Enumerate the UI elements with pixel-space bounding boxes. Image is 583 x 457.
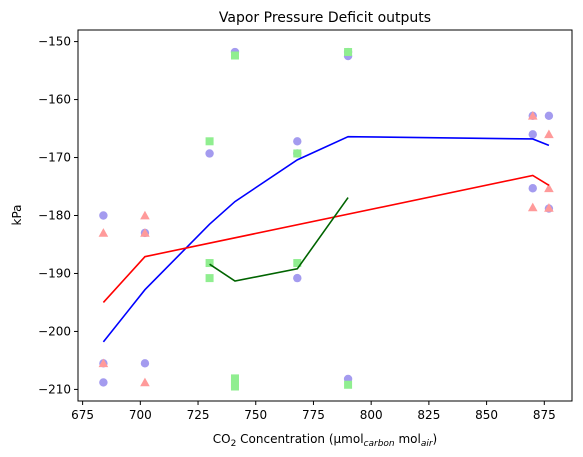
scatter-point-square <box>230 374 239 383</box>
scatter-point-square <box>293 149 302 158</box>
x-label-middle: Concentration (µmol <box>236 432 363 446</box>
y-tick-label: −180 <box>38 209 71 223</box>
scatter-point-square <box>344 380 353 389</box>
scatter-point-square <box>205 137 214 146</box>
series-line <box>102 174 550 303</box>
scatter-point-circle <box>528 130 537 139</box>
series-line <box>102 135 550 343</box>
scatter-point-square <box>205 259 214 268</box>
x-label-mol: mol <box>395 432 421 446</box>
scatter-point-square <box>230 51 239 60</box>
scatter-point-square <box>205 274 214 283</box>
x-tick-label: 800 <box>360 408 383 422</box>
x-tick-label: 750 <box>244 408 267 422</box>
scatter-point-triangle <box>98 228 109 237</box>
scatter-point-square <box>344 48 353 57</box>
scatter-point-circle <box>293 273 302 283</box>
y-tick-label: −150 <box>38 35 71 49</box>
x-tick-label: 700 <box>129 408 152 422</box>
axis-ticks: 675 700 725 750 775 800 825 850 875 −210 −200 −190 −… <box>38 35 556 422</box>
y-tick-label: −200 <box>38 324 71 338</box>
scatter-point-circle <box>544 111 554 120</box>
scatter-point-triangle <box>140 377 150 387</box>
x-label-prefix: CO <box>213 432 231 446</box>
y-tick-label: −160 <box>38 93 71 107</box>
x-tick-label: 850 <box>475 408 498 422</box>
y-axis-label: kPa <box>10 205 24 226</box>
scatter-point-triangle <box>527 202 538 212</box>
x-label-carbon-subscript: carbon <box>364 439 395 449</box>
plot-frame <box>77 29 573 402</box>
chart-title: Vapor Pressure Deficit outputs <box>219 10 431 26</box>
scatter-point-circle <box>293 137 302 146</box>
scatter-point-circle <box>99 211 108 220</box>
x-tick-label: 725 <box>187 408 210 422</box>
scatter-point-triangle <box>544 183 554 193</box>
series-line <box>209 197 349 282</box>
x-axis-label: CO2 Concentration (µmolcarbon molair) <box>213 432 437 449</box>
scatter-point-square <box>293 259 302 268</box>
scatter-point-triangle <box>140 228 150 237</box>
scatter-point-triangle <box>98 358 109 368</box>
x-tick-label: 675 <box>71 408 94 422</box>
scatter-point-triangle <box>544 203 554 212</box>
y-tick-label: −170 <box>38 151 71 165</box>
y-tick-label: −190 <box>38 266 71 280</box>
x-tick-label: 775 <box>302 408 325 422</box>
plot-area <box>98 47 554 391</box>
x-tick-label: 875 <box>533 408 556 422</box>
scatter-point-circle <box>99 378 108 387</box>
scatter-point-triangle <box>544 129 554 139</box>
y-tick-label: −210 <box>38 382 71 396</box>
scatter-point-circle <box>140 359 150 368</box>
x-label-suffix: ) <box>433 432 438 446</box>
x-tick-label: 825 <box>417 408 440 422</box>
scatter-point-circle <box>205 149 214 158</box>
x-label-co2-subscript: 2 <box>231 439 237 449</box>
scatter-point-circle <box>528 184 537 193</box>
x-label-air-subscript: air <box>421 439 434 449</box>
scatter-point-triangle <box>527 110 538 120</box>
scatter-point-triangle <box>140 210 150 220</box>
scatter-point-square <box>230 382 239 391</box>
